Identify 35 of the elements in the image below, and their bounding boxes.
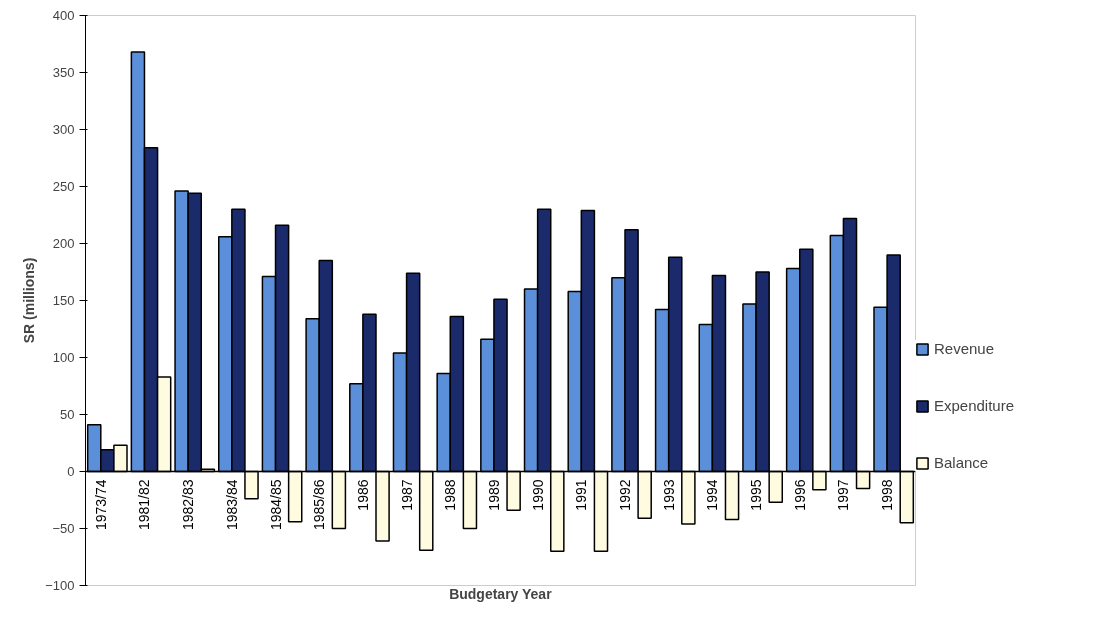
x-tick-label: 1983/84 [223, 479, 240, 531]
x-tick-label: 1998 [879, 479, 896, 511]
legend-label: Expenditure [934, 397, 1015, 414]
y-tick-label: 0 [67, 464, 75, 479]
y-tick-label: −50 [52, 521, 75, 536]
x-tick-label: 1993 [660, 479, 677, 511]
x-tick-label: 1982/83 [180, 479, 197, 531]
legend-label: Revenue [934, 340, 995, 357]
x-tick-label: 1997 [835, 479, 852, 511]
x-tick-label: 1990 [529, 479, 546, 511]
y-tick-label: 250 [52, 179, 75, 194]
x-tick-label: 1985/86 [311, 479, 328, 531]
y-tick-label: 300 [52, 122, 75, 137]
x-tick-label: 1991 [573, 479, 590, 511]
x-tick-label: 1984/85 [267, 479, 284, 531]
x-tick-label: 1995 [748, 479, 765, 511]
y-tick-label: 200 [52, 236, 75, 251]
y-axis-title: SR (millions) [21, 257, 38, 344]
x-axis-title: Budgetary Year [449, 585, 553, 602]
x-tick-label: 1989 [485, 479, 502, 511]
x-tick-label: 1973/74 [92, 479, 109, 531]
y-tick-label: 100 [52, 350, 75, 365]
x-tick-label: 1996 [791, 479, 808, 511]
legend-label: Balance [934, 454, 989, 471]
y-tick-label: −100 [45, 578, 75, 593]
x-tick-label: 1994 [704, 479, 721, 511]
y-tick-label: 150 [52, 293, 75, 308]
x-tick-label: 1986 [354, 479, 371, 511]
x-tick-label: 1981/82 [136, 479, 153, 531]
y-tick-label: 400 [52, 8, 75, 23]
x-tick-label: 1987 [398, 479, 415, 511]
x-tick-label: 1992 [617, 479, 633, 511]
y-tick-label: 350 [52, 65, 75, 80]
x-tick-label: 1988 [442, 479, 459, 511]
y-tick-label: 50 [60, 407, 75, 422]
